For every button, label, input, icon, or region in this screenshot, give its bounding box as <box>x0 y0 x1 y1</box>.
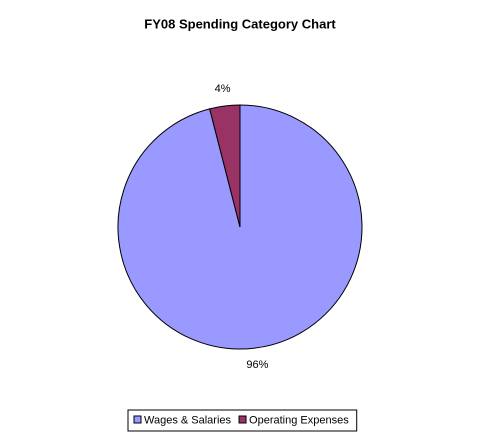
data-label: 96% <box>246 359 268 371</box>
legend-label: Operating Expenses <box>249 414 349 426</box>
legend-swatch <box>238 415 247 424</box>
pie-slice <box>209 104 241 228</box>
legend-label: Wages & Salaries <box>144 414 232 426</box>
chart-title: FY08 Spending Category Chart <box>144 16 336 31</box>
data-label: 4% <box>215 83 231 95</box>
legend: Wages & Salaries Operating Expenses <box>127 409 358 432</box>
legend-swatch <box>133 415 142 424</box>
